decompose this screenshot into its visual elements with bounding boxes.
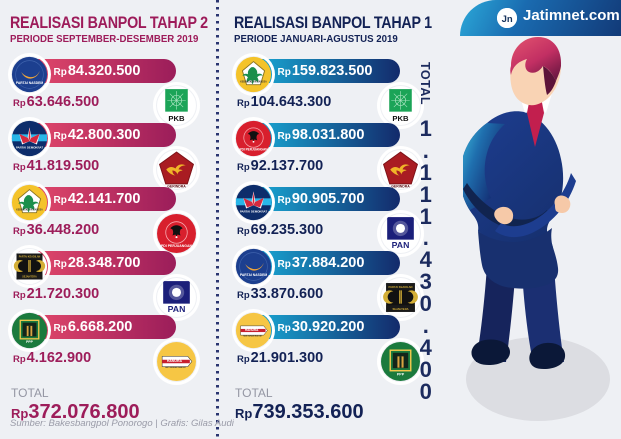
svg-text:SEJAHTERA: SEJAHTERA: [22, 275, 37, 278]
svg-text:PKB: PKB: [168, 113, 185, 122]
svg-text:PDI PERJUANGAN: PDI PERJUANGAN: [161, 243, 193, 247]
svg-text:PARTAI DEMOKRAT: PARTAI DEMOKRAT: [240, 209, 268, 213]
svg-text:GERINDRA: GERINDRA: [167, 184, 186, 188]
svg-text:KEBANGKITAN BANGSA: KEBANGKITAN BANGSA: [16, 208, 43, 211]
svg-text:KEBANGKITAN BANGSA: KEBANGKITAN BANGSA: [240, 80, 267, 83]
svg-text:PAN: PAN: [168, 303, 186, 313]
svg-text:PARTAI NASDEM: PARTAI NASDEM: [16, 81, 43, 85]
svg-text:HANURA: HANURA: [245, 328, 259, 332]
svg-text:PARTAI KEADILAN: PARTAI KEADILAN: [19, 255, 41, 258]
svg-text:HATI NURANI RAKYAT: HATI NURANI RAKYAT: [165, 366, 187, 369]
svg-text:PARTAI NASDEM: PARTAI NASDEM: [240, 273, 267, 277]
svg-text:Jn: Jn: [502, 14, 513, 25]
svg-text:PDI PERJUANGAN: PDI PERJUANGAN: [240, 147, 269, 151]
svg-text:HANURA: HANURA: [167, 359, 183, 363]
svg-text:PPP: PPP: [26, 340, 33, 344]
svg-text:PARTAI DEMOKRAT: PARTAI DEMOKRAT: [16, 145, 44, 149]
svg-text:HATI NURANI RAKYAT: HATI NURANI RAKYAT: [243, 334, 263, 337]
